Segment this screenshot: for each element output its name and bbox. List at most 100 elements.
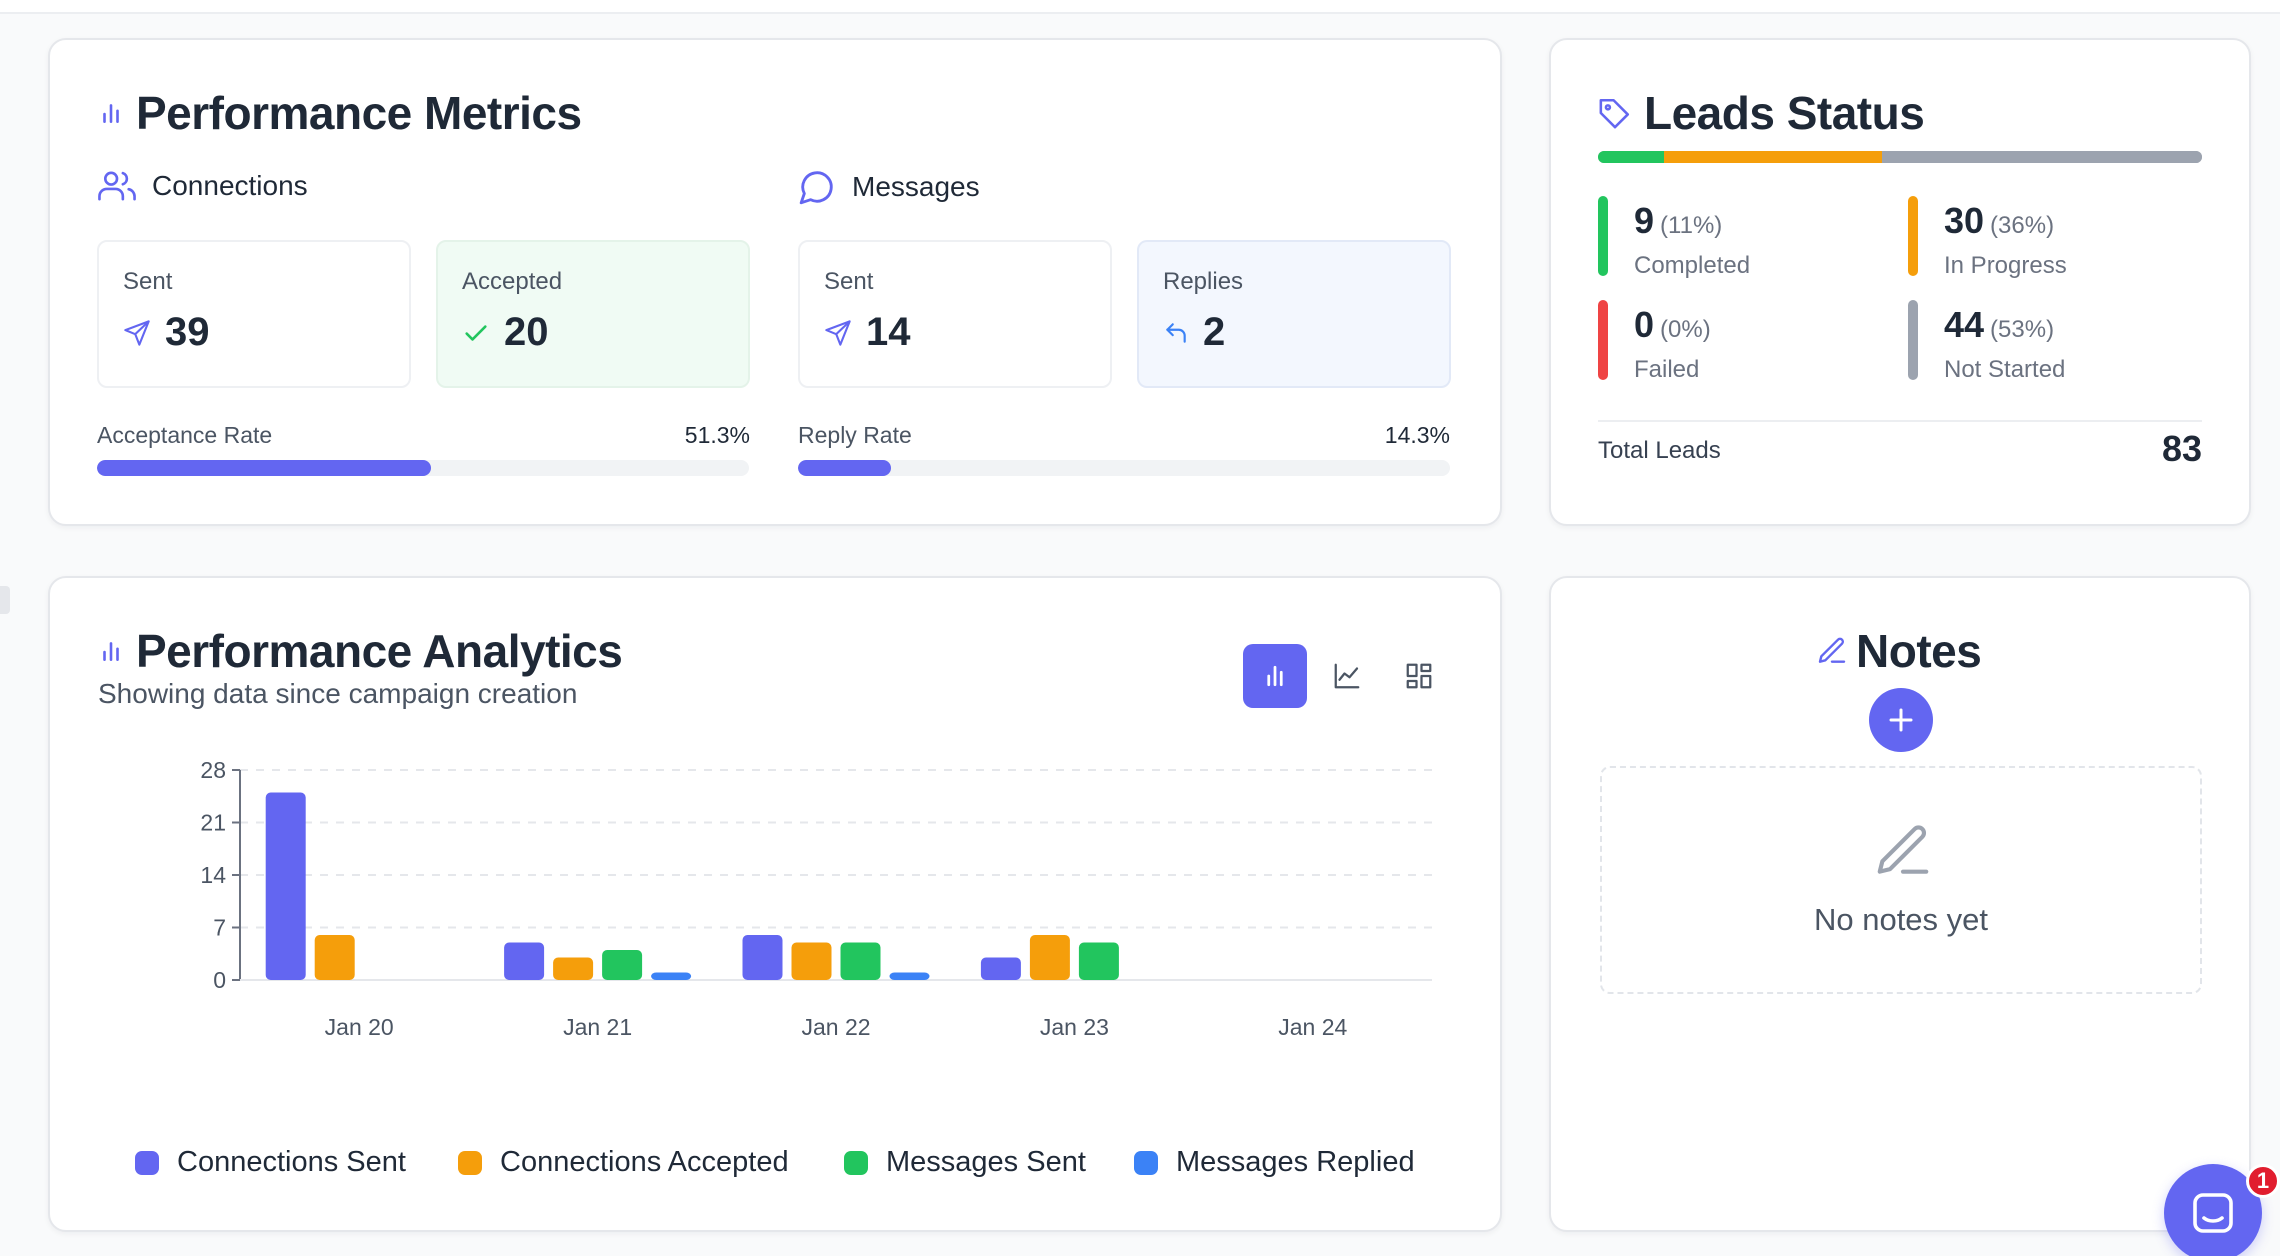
bar-messages-replied-2[interactable] — [889, 972, 930, 981]
in-progress-percent: (36%) — [1990, 212, 2055, 239]
bar-connections-sent-3[interactable] — [980, 957, 1021, 981]
replies-value-row: 2 — [1163, 310, 1225, 355]
performance-analytics-title-text: Performance Analytics — [136, 625, 623, 677]
message-icon — [798, 168, 836, 206]
legend-item-messages-sent[interactable]: Messages Sent — [844, 1146, 1086, 1179]
reply-rate-bar — [798, 460, 1450, 476]
bar-messages-sent-1[interactable] — [602, 950, 643, 980]
users-icon — [98, 168, 136, 204]
bar-messages-sent-3[interactable] — [1078, 942, 1119, 981]
bar-messages-sent-2[interactable] — [840, 942, 881, 981]
reply-rate-label: Reply Rate — [798, 422, 912, 448]
replies-label: Replies — [1163, 268, 1244, 295]
status-bar-segment-in-progress — [1664, 151, 1882, 163]
chat-widget-button[interactable] — [2164, 1164, 2262, 1256]
status-bar-segment-not-started — [1881, 151, 2202, 163]
bar-chart-view-button[interactable] — [1243, 644, 1307, 708]
performance-analytics-title: Performance Analytics — [98, 624, 623, 678]
y-tick-label: 21 — [200, 810, 226, 836]
bar-chart-icon — [1260, 661, 1290, 691]
performance-analytics-subtitle: Showing data since campaign creation — [98, 678, 578, 709]
completed-label: Completed — [1634, 252, 1751, 279]
connections-accepted-value: 20 — [504, 310, 549, 354]
send-icon — [824, 319, 852, 347]
connections-sent-value: 39 — [165, 310, 210, 354]
in-progress-label: In Progress — [1944, 252, 2067, 279]
connections-sent-card: Sent 39 — [97, 240, 411, 388]
messages-heading-text: Messages — [852, 171, 980, 202]
leads-status-title: Leads Status — [1598, 86, 1925, 140]
x-tick-label: Jan 22 — [801, 1014, 870, 1040]
reply-icon — [1163, 320, 1189, 346]
top-bar — [0, 0, 2280, 14]
y-tick-label: 0 — [213, 967, 226, 993]
bar-connections-accepted-0[interactable] — [314, 935, 355, 980]
connections-accepted-card: Accepted 20 — [436, 240, 750, 388]
in-progress-count-row: 30 (36%) — [1944, 200, 2054, 242]
x-tick-label: Jan 21 — [563, 1014, 632, 1040]
pencil-icon — [1872, 820, 1934, 882]
messages-sent-value: 14 — [866, 310, 911, 354]
connections-heading-text: Connections — [152, 170, 308, 201]
acceptance-rate-bar — [97, 460, 749, 476]
legend-label: Connections Accepted — [500, 1146, 789, 1178]
failed-count: 0 — [1634, 304, 1655, 345]
legend-swatch — [458, 1150, 482, 1175]
acceptance-rate-value: 51.3% — [684, 422, 750, 448]
bar-connections-sent-1[interactable] — [504, 942, 545, 981]
plus-icon — [1886, 705, 1916, 735]
legend-swatch — [1134, 1150, 1158, 1175]
failed-color-stripe — [1598, 300, 1608, 380]
completed-color-stripe — [1598, 196, 1608, 276]
add-note-button[interactable] — [1869, 688, 1933, 752]
x-tick-label: Jan 24 — [1278, 1014, 1347, 1040]
legend-label: Connections Sent — [177, 1146, 406, 1178]
bar-connections-accepted-2[interactable] — [791, 942, 832, 981]
reply-rate-fill — [798, 460, 892, 476]
notes-card — [1549, 576, 2251, 1232]
connections-sent-value-row: 39 — [123, 310, 210, 355]
send-icon — [123, 319, 151, 347]
line-chart-view-button[interactable] — [1315, 644, 1379, 708]
bar-messages-replied-1[interactable] — [651, 972, 692, 981]
legend-item-messages-replied[interactable]: Messages Replied — [1134, 1146, 1415, 1179]
messages-sent-card: Sent 14 — [798, 240, 1112, 388]
y-tick-label: 14 — [200, 862, 226, 888]
total-leads-label: Total Leads — [1598, 437, 1721, 464]
replies-card: Replies 2 — [1137, 240, 1451, 388]
reply-rate-value: 14.3% — [1384, 422, 1450, 448]
replies-value: 2 — [1203, 310, 1226, 354]
side-drawer-handle[interactable] — [0, 586, 10, 614]
legend-item-connections-sent[interactable]: Connections Sent — [135, 1146, 406, 1179]
bar-chart-icon — [98, 638, 124, 664]
completed-count: 9 — [1634, 200, 1655, 241]
leads-status-progress-bar — [1598, 151, 2202, 163]
legend-label: Messages Replied — [1176, 1146, 1415, 1178]
y-tick-label: 7 — [213, 915, 226, 941]
acceptance-rate-label: Acceptance Rate — [97, 422, 273, 448]
legend-label: Messages Sent — [886, 1146, 1086, 1178]
not-started-label: Not Started — [1944, 356, 2066, 383]
bar-connections-accepted-1[interactable] — [553, 957, 594, 981]
completed-count-row: 9 (11%) — [1634, 200, 1722, 242]
bar-connections-accepted-3[interactable] — [1029, 935, 1070, 980]
failed-count-row: 0 (0%) — [1634, 304, 1711, 346]
performance-metrics-title: Performance Metrics — [98, 86, 582, 140]
connections-accepted-value-row: 20 — [462, 310, 549, 355]
bar-connections-sent-0[interactable] — [265, 792, 306, 981]
grid-view-button[interactable] — [1387, 644, 1451, 708]
notes-title: Notes — [1816, 624, 1982, 678]
failed-percent: (0%) — [1660, 316, 1711, 343]
in-progress-count: 30 — [1944, 200, 1985, 241]
pencil-icon — [1816, 635, 1848, 667]
legend-item-connections-accepted[interactable]: Connections Accepted — [458, 1146, 789, 1179]
completed-percent: (11%) — [1660, 212, 1723, 239]
leads-status-card — [1549, 38, 2251, 526]
leads-divider — [1598, 420, 2202, 422]
not-started-percent: (53%) — [1990, 316, 2055, 343]
tag-icon — [1598, 96, 1632, 130]
connections-heading: Connections — [98, 168, 308, 204]
bar-connections-sent-2[interactable] — [742, 935, 783, 980]
legend-swatch — [844, 1150, 868, 1175]
x-tick-label: Jan 20 — [325, 1014, 394, 1040]
